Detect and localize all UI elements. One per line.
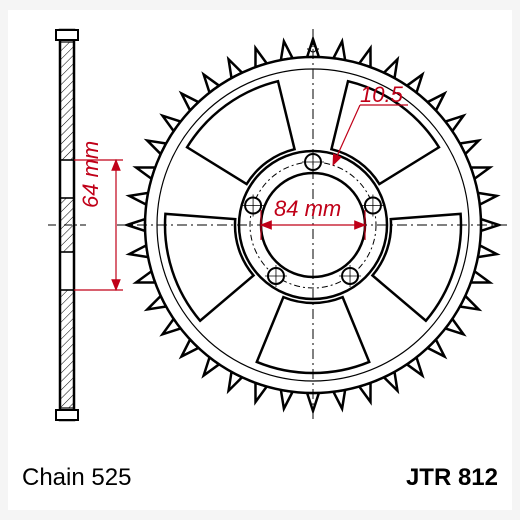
dim-label-64: 64 mm <box>78 141 104 208</box>
technical-drawing <box>8 10 512 510</box>
side-view <box>48 30 86 420</box>
dim-label-84: 84 mm <box>274 196 341 222</box>
dim-label-10-5: 10.5 <box>360 82 403 108</box>
part-number-label: JTR 812 <box>406 464 498 492</box>
drawing-canvas: 64 mm 84 mm 10.5 Chain 525 JTR 812 <box>8 10 512 510</box>
chain-spec-label: Chain 525 <box>22 464 131 492</box>
